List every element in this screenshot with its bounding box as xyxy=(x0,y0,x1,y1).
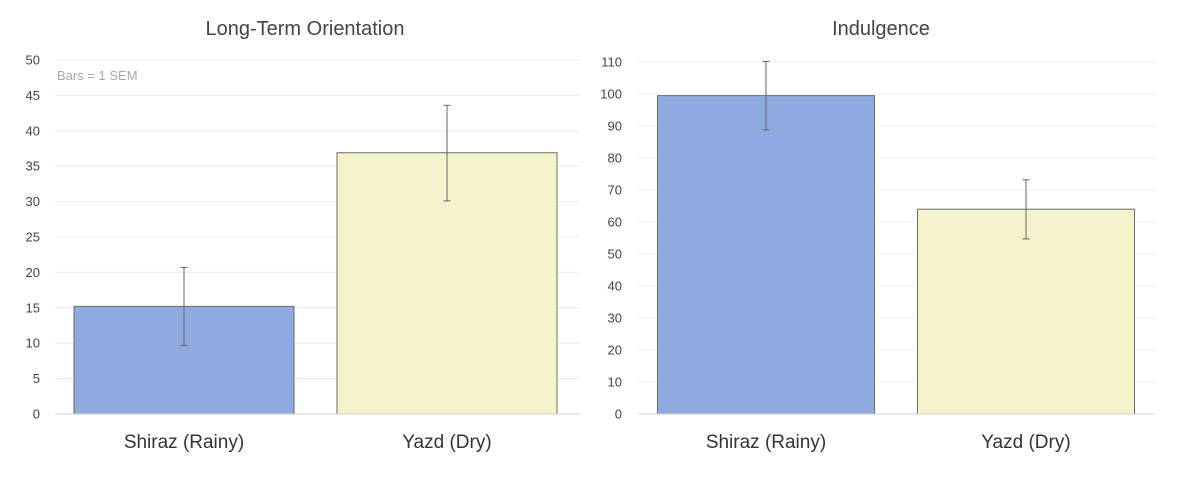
y-tick-label: 100 xyxy=(600,87,622,102)
x-category-label: Shiraz (Rainy) xyxy=(706,432,826,453)
chart-title: Indulgence xyxy=(832,18,930,40)
chart-title: Long-Term Orientation xyxy=(206,18,405,40)
y-tick-label: 70 xyxy=(608,183,622,198)
y-tick-label: 0 xyxy=(615,407,622,422)
y-tick-label: 10 xyxy=(26,336,40,351)
y-tick-label: 40 xyxy=(608,279,622,294)
error-bar-note: Bars = 1 SEM xyxy=(57,68,138,83)
y-tick-label: 10 xyxy=(608,375,622,390)
x-category-label: Shiraz (Rainy) xyxy=(124,432,244,453)
y-tick-label: 90 xyxy=(608,119,622,134)
y-tick-label: 30 xyxy=(608,311,622,326)
x-category-label: Yazd (Dry) xyxy=(981,432,1070,453)
error-bar xyxy=(443,104,451,202)
y-tick-label: 110 xyxy=(601,55,622,70)
y-tick-label: 5 xyxy=(33,371,40,386)
y-tick-label: 50 xyxy=(26,53,40,68)
y-tick-label: 50 xyxy=(608,247,622,262)
y-tick-label: 20 xyxy=(26,265,40,280)
bar-yazd xyxy=(917,208,1135,415)
error-bar xyxy=(762,60,770,131)
error-bar xyxy=(1022,179,1030,240)
y-tick-label: 45 xyxy=(26,88,40,103)
y-tick-label: 0 xyxy=(33,407,40,422)
chart-indulgence: Indulgence 0 10 20 30 40 50 60 70 80 90 100 110 Shira… xyxy=(600,18,1155,453)
y-tick-label: 80 xyxy=(608,151,622,166)
bar-shiraz xyxy=(657,95,875,415)
y-tick-label: 20 xyxy=(608,343,622,358)
x-category-label: Yazd (Dry) xyxy=(402,432,491,453)
y-tick-label: 60 xyxy=(608,215,622,230)
error-bar xyxy=(180,266,188,346)
y-tick-label: 15 xyxy=(26,300,40,315)
y-tick-label: 30 xyxy=(26,194,40,209)
y-tick-label: 40 xyxy=(26,123,40,138)
y-tick-label: 35 xyxy=(26,159,40,174)
y-tick-label: 25 xyxy=(26,230,40,245)
chart-long-term-orientation: Long-Term Orientation 0 5 10 15 20 25 30 35 40 45 5… xyxy=(26,18,580,453)
